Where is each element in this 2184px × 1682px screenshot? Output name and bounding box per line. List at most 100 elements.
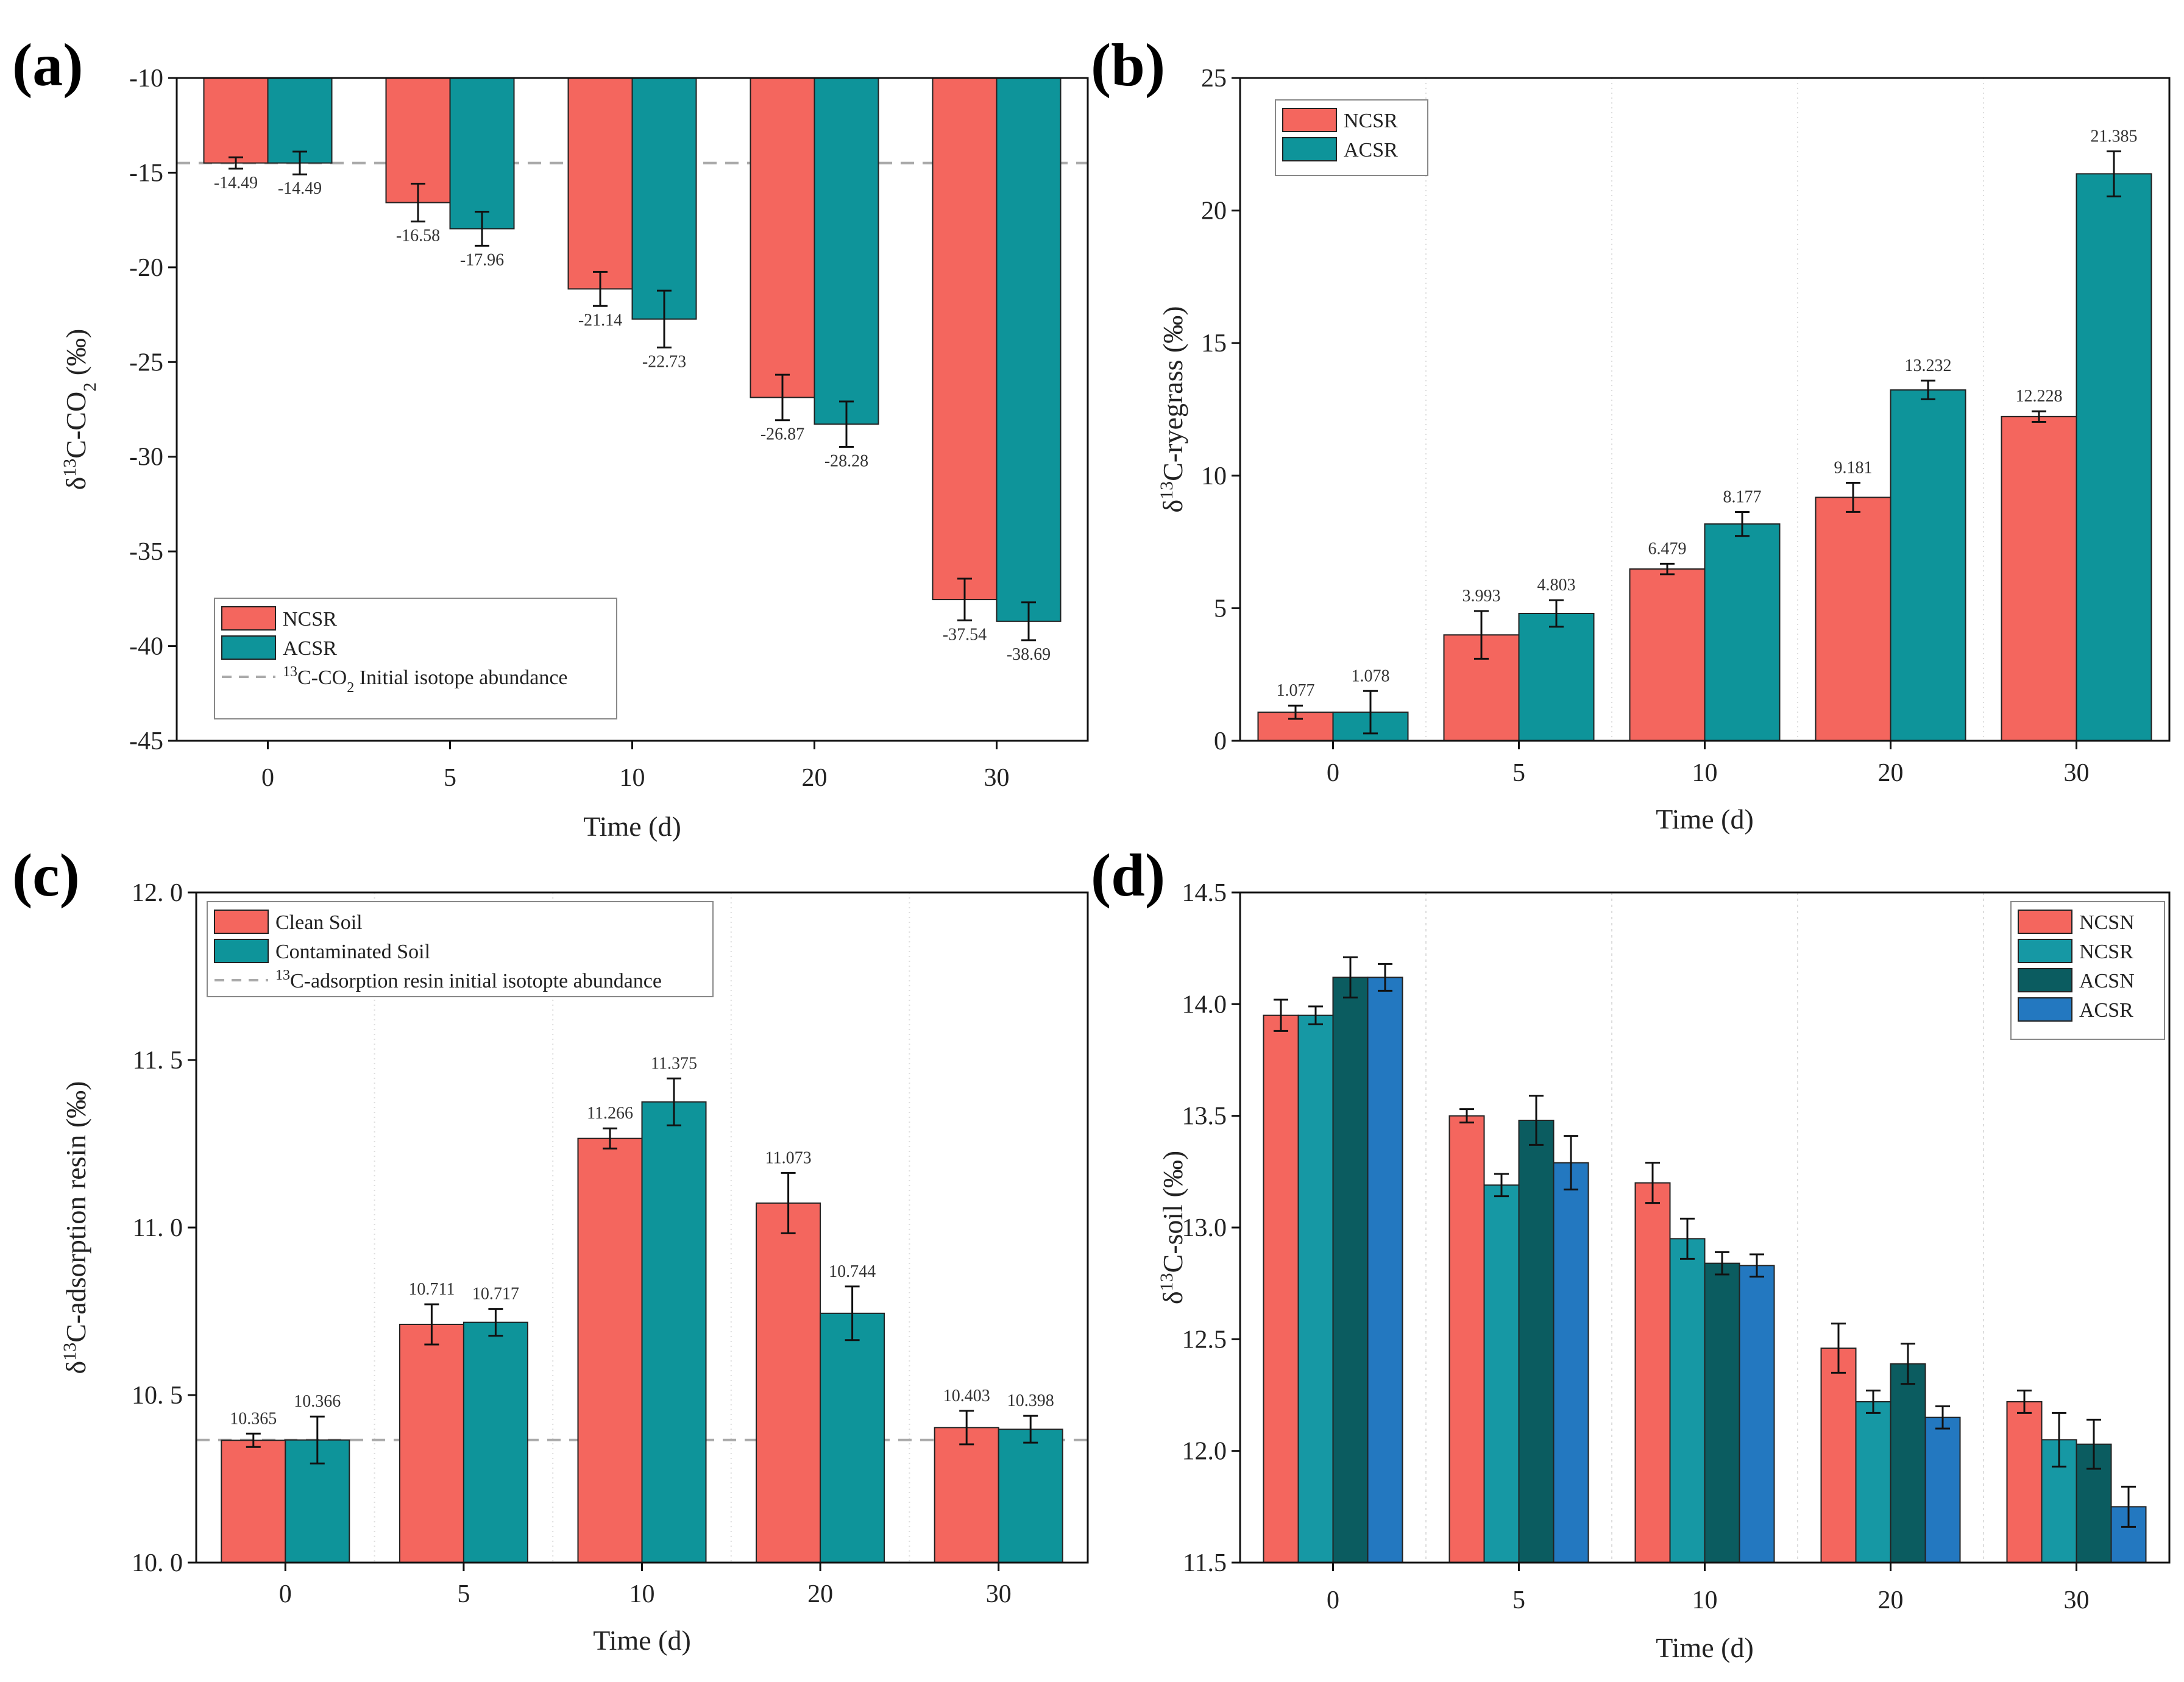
legend: NCSN NCSR ACSN ACSR (2010, 901, 2165, 1040)
chart-panel-3: (c) 10.365 10.711 11.266 11.073 10.403 10.366 1… (12, 841, 1089, 1656)
data-label: 10.403 (943, 1387, 990, 1405)
bar-ncsr (2001, 415, 2077, 741)
legend-swatch (2018, 910, 2072, 934)
y-tick-label: -30 (129, 443, 163, 472)
x-tick-label: 10 (620, 764, 645, 792)
legend-swatch (214, 939, 269, 963)
y-tick-label: -40 (129, 633, 163, 661)
legend-swatch (1282, 137, 1337, 161)
y-tick-label: -45 (129, 727, 163, 755)
bar-acsr (2076, 173, 2152, 741)
y-tick-label: 11.5 (1183, 1549, 1227, 1577)
bar-ncsn (1634, 1182, 1671, 1563)
bar-contaminated-soil (641, 1101, 707, 1563)
text-span: δ (1157, 1291, 1188, 1304)
bar-ncsr (932, 77, 998, 601)
legend-swatch (1282, 108, 1337, 132)
bar-acsr (267, 77, 333, 164)
x-tick-label: 5 (1512, 759, 1525, 787)
y-tick-label: 12.0 (1182, 1438, 1227, 1466)
x-tick-label: 30 (2064, 1586, 2090, 1614)
data-label: 11.375 (651, 1054, 697, 1073)
bar-acsn (1332, 977, 1369, 1564)
data-label: 11.266 (587, 1104, 633, 1123)
data-label: 10.711 (408, 1280, 455, 1299)
bar-ncsr (1669, 1238, 1706, 1564)
data-label: 21.385 (2091, 127, 2138, 146)
legend: Clean Soil Contaminated Soil 13C-adsorptio… (207, 901, 714, 997)
legend-label: 13C-adsorption resin initial isotopte ab… (275, 967, 662, 992)
text-span: C-ryegrass (1157, 360, 1188, 481)
bar-ncsn (2006, 1401, 2043, 1563)
data-label: 1.078 (1352, 666, 1390, 685)
text-span: 2 (80, 383, 100, 392)
bar-ncsn (1820, 1348, 1857, 1563)
y-axis-label: δ13C-CO2 (‰) (60, 329, 100, 490)
bar-acsr (814, 77, 879, 425)
x-tick-label: 20 (1878, 1586, 1904, 1614)
chart-panel-2: (b) 1.077 3.993 6.479 9.181 12.228 1.078 4.803 8… (1091, 31, 2171, 835)
y-tick-label: -20 (129, 254, 163, 282)
data-label: -38.69 (1007, 645, 1051, 664)
data-label: -28.28 (824, 452, 868, 471)
y-tick-label: 20 (1201, 197, 1227, 225)
y-tick-label: 11. 5 (133, 1047, 183, 1075)
text-span: C-adsorption resin initial isotopte abun… (290, 970, 662, 992)
x-tick-label: 0 (1327, 1586, 1339, 1614)
legend-label: Contaminated Soil (275, 941, 430, 963)
bar-acsr (1739, 1265, 1775, 1563)
legend-label: ACSR (2079, 999, 2133, 1022)
legend-label: ACSN (2079, 970, 2135, 992)
text-span: C-adsorption resin (60, 1135, 91, 1343)
text-span: 2 (347, 680, 354, 696)
y-tick-label: 15 (1201, 330, 1227, 358)
bar-acsr (1367, 977, 1403, 1564)
y-tick-label: 25 (1201, 65, 1227, 93)
data-label: 10.717 (472, 1285, 519, 1304)
legend: NCSR ACSR 13C-CO2 Initial isotope abundanc… (214, 598, 617, 719)
text-span: (‰) (1157, 1151, 1188, 1204)
legend-swatch (221, 635, 276, 660)
legend-swatch (2018, 939, 2072, 963)
x-tick-label: 30 (986, 1580, 1012, 1608)
data-label: 4.803 (1537, 576, 1576, 595)
chart-panel-4: (d) 11.5 12.0 12.5 13.0 13.5 14.0 14.5 0 5 10 20 30 T… (1091, 841, 2171, 1663)
panel-letter: (a) (12, 31, 83, 99)
y-axis-label: δ13C-ryegrass (‰) (1157, 306, 1189, 512)
text-span: (‰) (60, 1081, 91, 1135)
bar-clean-soil (756, 1202, 821, 1563)
x-tick-label: 20 (802, 764, 828, 792)
x-tick-label: 10 (1692, 1586, 1718, 1614)
bar-clean-soil (221, 1440, 286, 1563)
bar-ncsr (385, 77, 451, 203)
legend-label: NCSR (1344, 110, 1398, 132)
bar-clean-soil (399, 1323, 464, 1563)
data-label: 3.993 (1462, 587, 1501, 606)
text-span: C-CO (297, 666, 347, 689)
panel-letter: (b) (1091, 31, 1165, 99)
x-tick-label: 20 (807, 1580, 833, 1608)
text-span: C-CO (60, 392, 91, 459)
y-tick-label: 14.5 (1182, 879, 1227, 907)
x-tick-label: 0 (279, 1580, 292, 1608)
x-tick-label: 30 (984, 764, 1010, 792)
legend-label: 13C-CO2 Initial isotope abundance (283, 664, 568, 696)
data-label: 8.177 (1723, 488, 1762, 507)
y-tick-label: 10 (1201, 462, 1227, 490)
y-tick-label: 10. 5 (132, 1382, 183, 1410)
y-tick-label: 0 (1214, 727, 1227, 755)
data-label: 10.365 (230, 1409, 277, 1428)
data-label: -22.73 (642, 352, 686, 371)
x-axis-label: Time (d) (1656, 1632, 1754, 1663)
data-label: -14.49 (214, 174, 258, 193)
data-label: -37.54 (943, 625, 987, 644)
legend-label: Clean Soil (275, 911, 363, 934)
chart-panel-1: (a) -14.49 -16.58 -21.14 -26.87 -37.54 -14.49 -… (12, 31, 1089, 842)
bar-contaminated-soil (820, 1312, 885, 1564)
bar-contaminated-soil (463, 1321, 528, 1563)
bar-acsr (449, 77, 515, 230)
y-tick-label: -10 (129, 65, 163, 93)
text-span: 13 (60, 459, 80, 477)
text-span: 13 (1157, 481, 1177, 500)
panel-letter: (d) (1091, 841, 1165, 909)
